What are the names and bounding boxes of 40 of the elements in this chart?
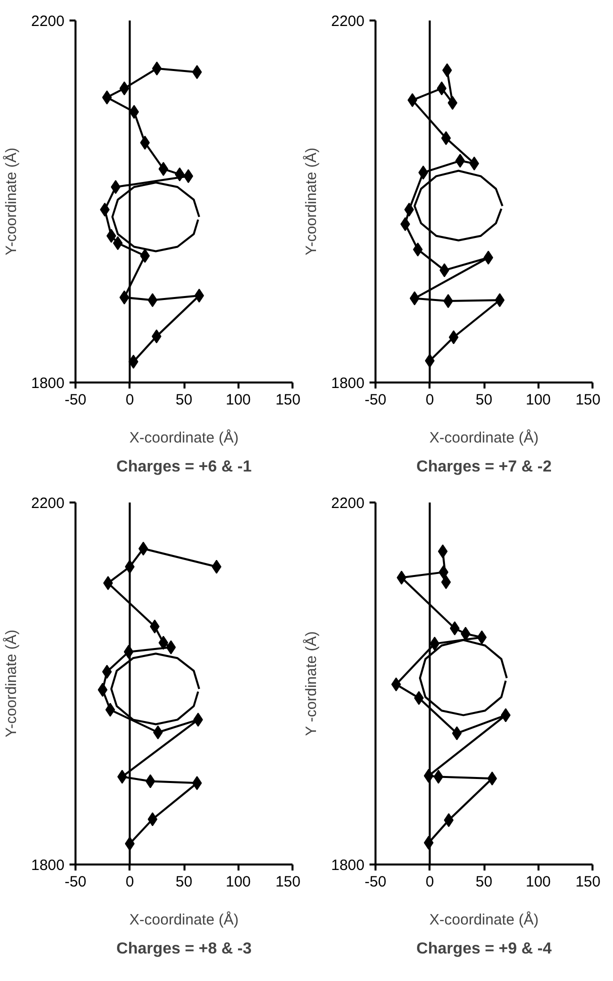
- x-axis-title: X-coordinate (Å): [129, 428, 239, 446]
- x-tick-label: -50: [64, 392, 86, 408]
- x-axis-title: X-coordinate (Å): [129, 910, 239, 928]
- x-tick-label: 0: [426, 874, 434, 890]
- x-tick-label: 100: [526, 874, 551, 890]
- x-tick-label: -50: [364, 874, 386, 890]
- x-tick-label: 100: [226, 874, 251, 890]
- text: Charges = +6 & -1: [116, 458, 252, 476]
- x-tick-label: 150: [575, 874, 601, 890]
- x-tick-label: 100: [526, 392, 551, 408]
- text: Charges = +9 & -4: [416, 940, 552, 958]
- x-axis-title: X-coordinate (Å): [429, 428, 539, 446]
- y-axis-title: Y -cordinate (Å): [302, 631, 320, 736]
- y-tick-label: 1800: [31, 857, 65, 874]
- x-tick-label: 150: [275, 392, 301, 408]
- y-tick-label: 2200: [31, 495, 65, 512]
- y-tick-label: 2200: [31, 13, 65, 30]
- x-tick-label: 150: [275, 874, 301, 890]
- x-tick-label: -50: [64, 874, 86, 890]
- y-tick-label: 1800: [331, 857, 365, 874]
- x-tick-label: 100: [226, 392, 251, 408]
- x-axis-title: X-coordinate (Å): [429, 910, 539, 928]
- x-tick-label: 50: [476, 392, 492, 408]
- text: Charges = +7 & -2: [416, 458, 552, 476]
- y-axis-title: Y-coordinate (Å): [2, 630, 20, 738]
- x-tick-label: 50: [476, 874, 492, 890]
- x-tick-label: -50: [364, 392, 386, 408]
- text: Charges = +8 & -3: [116, 940, 252, 958]
- y-tick-label: 1800: [31, 375, 65, 392]
- x-tick-label: 0: [426, 392, 434, 408]
- y-tick-label: 2200: [331, 495, 365, 512]
- x-tick-label: 0: [126, 392, 134, 408]
- x-tick-label: 0: [126, 874, 134, 890]
- y-axis-title: Y-coordinate (Å): [2, 148, 20, 256]
- x-tick-label: 150: [575, 392, 601, 408]
- y-tick-label: 1800: [331, 375, 365, 392]
- y-axis-title: Y-coordinate (Å): [302, 148, 320, 256]
- x-tick-label: 50: [176, 392, 192, 408]
- x-tick-label: 50: [176, 874, 192, 890]
- y-tick-label: 2200: [331, 13, 365, 30]
